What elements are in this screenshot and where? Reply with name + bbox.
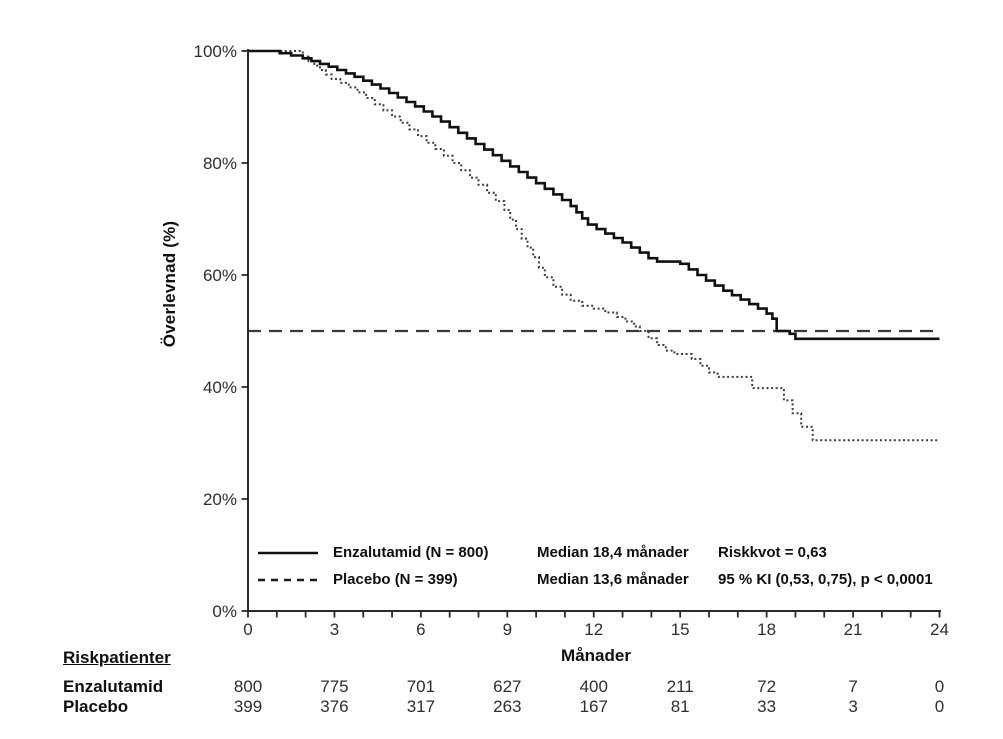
risk-table-header: Riskpatienter <box>63 648 171 667</box>
x-tick-label: 21 <box>844 620 863 639</box>
placebo-line-sample <box>258 578 318 582</box>
risk-value-placebo-21: 3 <box>848 697 858 716</box>
enzalutamid-curve <box>248 49 940 341</box>
x-tick-label: 9 <box>503 620 512 639</box>
y-tick-label: 0% <box>212 602 237 621</box>
risk-value-enzalutamid-6: 701 <box>406 677 436 696</box>
x-tick-label: 0 <box>243 620 252 639</box>
risk-value-enzalutamid-12: 400 <box>579 677 608 696</box>
placebo-curve <box>248 50 940 442</box>
y-tick-label: 20% <box>203 490 237 509</box>
y-tick-label: 60% <box>203 266 237 285</box>
enzalutamid-line-sample <box>258 551 318 555</box>
risk-value-enzalutamid-0: 800 <box>233 677 263 696</box>
risk-value-enzalutamid-9: 627 <box>493 677 522 696</box>
risk-value-placebo-3: 376 <box>320 697 349 716</box>
x-tick-label: 15 <box>671 620 690 639</box>
legend-stat-hazard-ratio: Riskkvot = 0,63 <box>718 544 827 561</box>
legend-label-placebo: Placebo (N = 399) <box>333 571 458 588</box>
risk-value-placebo-12: 167 <box>579 697 608 716</box>
y-tick-label: 100% <box>194 42 237 61</box>
risk-value-placebo-15: 81 <box>670 697 690 716</box>
risk-value-placebo-6: 317 <box>406 697 436 716</box>
legend-label-enzalutamid: Enzalutamid (N = 800) <box>333 544 489 561</box>
x-axis-title: Månader <box>561 646 631 665</box>
risk-value-placebo-0: 399 <box>233 697 263 716</box>
legend-median-placebo: Median 13,6 månader <box>537 571 689 588</box>
legend-stat-confidence-interval: 95 % KI (0,53, 0,75), p < 0,0001 <box>718 571 933 588</box>
x-tick-label: 12 <box>584 620 603 639</box>
risk-value-placebo-24: 0 <box>934 697 945 716</box>
risk-value-enzalutamid-18: 72 <box>757 677 777 696</box>
x-tick-label: 3 <box>330 620 339 639</box>
risk-value-enzalutamid-24: 0 <box>934 677 945 696</box>
risk-value-enzalutamid-3: 775 <box>320 677 349 696</box>
legend-median-enzalutamid: Median 18,4 månader <box>537 544 689 561</box>
x-tick-label: 6 <box>416 620 425 639</box>
y-tick-label: 40% <box>203 378 237 397</box>
x-tick-label: 18 <box>757 620 776 639</box>
risk-row-label-placebo: Placebo <box>63 697 129 716</box>
x-tick-label: 24 <box>930 620 949 639</box>
risk-row-label-enzalutamid: Enzalutamid <box>63 677 164 696</box>
risk-value-enzalutamid-15: 211 <box>666 677 694 696</box>
risk-value-enzalutamid-21: 7 <box>848 677 858 696</box>
risk-value-placebo-9: 263 <box>493 697 522 716</box>
legend-row-placebo: Placebo (N = 399) Median 13,6 månader 95… <box>0 570 1003 590</box>
legend-row-enzalutamid: Enzalutamid (N = 800) Median 18,4 månade… <box>0 543 1003 563</box>
y-tick-label: 80% <box>203 154 237 173</box>
risk-value-placebo-18: 33 <box>757 697 777 716</box>
